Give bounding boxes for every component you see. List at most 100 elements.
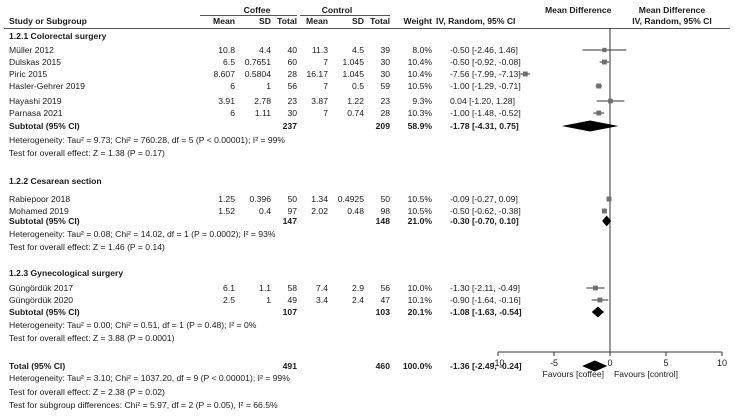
favours-control-label: Favours [control] [614, 369, 678, 379]
sd2: 4.5 [352, 45, 364, 55]
total1: 40 [287, 45, 297, 55]
mean2: 7 [323, 57, 328, 67]
point-estimate-square [596, 110, 602, 116]
sd1: 0.396 [249, 194, 271, 204]
x-axis-tick-label: 10 [717, 358, 727, 368]
study-name: Rabiepoor 2018 [9, 194, 71, 204]
weight: 10.5% [407, 194, 432, 204]
mean2: 1.34 [311, 194, 328, 204]
x-axis-tick-label: 5 [663, 358, 668, 368]
overall-effect-text: Test for overall effect: Z = 1.46 (P = 0… [9, 242, 165, 252]
weight: 9.3% [412, 96, 432, 106]
total2: 39 [380, 45, 390, 55]
total1: 23 [287, 96, 297, 106]
weight: 10.1% [407, 295, 432, 305]
study-name: Güngördük 2017 [9, 283, 74, 293]
ci-text: -1.00 [-1.29, -0.71] [450, 81, 521, 91]
study-name: Mohamed 2019 [9, 206, 69, 216]
sd1: 0.5804 [244, 69, 271, 79]
total2: 47 [380, 295, 390, 305]
mean1: 8.607 [213, 69, 235, 79]
total-weight: 100.0% [402, 361, 432, 371]
total1: 58 [287, 283, 297, 293]
sd2: 1.045 [342, 69, 364, 79]
study-name: Parnasa 2021 [9, 108, 63, 118]
total2: 30 [380, 57, 390, 67]
col-ci: IV, Random, 95% CI [436, 16, 516, 26]
sd1: 0.7651 [244, 57, 271, 67]
pooled-diamond [582, 360, 608, 372]
header-rule [4, 28, 730, 29]
subtotal-label: Subtotal (95% CI) [9, 216, 80, 226]
study-name: Dulskas 2015 [9, 57, 62, 67]
subtotal-weight: 21.0% [407, 216, 432, 226]
subtotal-total2: 103 [375, 307, 390, 317]
weight: 10.5% [407, 81, 432, 91]
mean2: 16.17 [306, 69, 328, 79]
sd1: 4.4 [259, 45, 271, 55]
point-estimate-square [602, 47, 607, 53]
sd1: 1 [266, 295, 271, 305]
total1: 50 [287, 194, 297, 204]
sd2: 0.5 [352, 81, 364, 91]
mean2: 11.3 [311, 45, 328, 55]
ci-text: -0.90 [-1.64, -0.16] [450, 295, 521, 305]
subtotal-label: Subtotal (95% CI) [9, 307, 80, 317]
point-estimate-square [601, 59, 607, 65]
subtotal-ci: -1.78 [-4.31, 0.75] [450, 121, 519, 131]
overall-effect-text: Test for overall effect: Z = 3.88 (P = 0… [9, 333, 175, 343]
mean1: 6 [230, 81, 235, 91]
col-weight: Weight [403, 16, 432, 26]
col-sd1: SD [259, 16, 271, 26]
total-ci: -1.36 [-2.49, -0.24] [450, 361, 522, 371]
total1: 56 [287, 81, 297, 91]
mean2: 3.87 [311, 96, 328, 106]
mean2: 2.02 [311, 206, 328, 216]
point-estimate-square [606, 196, 612, 202]
weight: 10.4% [407, 57, 432, 67]
mean1: 2.5 [223, 295, 235, 305]
total1: 60 [287, 57, 297, 67]
col-plot-ci: IV, Random, 95% CI [632, 16, 712, 26]
total-total1: 491 [282, 361, 297, 371]
sd1: 1.1 [259, 283, 271, 293]
heterogeneity-text: Heterogeneity: Tau² = 0.08; Chi² = 14.02… [9, 229, 276, 239]
mean1: 1.25 [218, 194, 235, 204]
x-axis-tick-label: 0 [607, 358, 612, 368]
coffee-header-rule [200, 15, 297, 16]
point-estimate-square [596, 83, 602, 89]
sd2: 1.045 [342, 57, 364, 67]
point-estimate-square [522, 71, 528, 77]
sd2: 2.4 [352, 295, 364, 305]
subtotal-ci: -0.30 [-0.70, 0.10] [450, 216, 519, 226]
study-name: Piric 2015 [9, 69, 48, 79]
subgroup-differences-text: Test for subgroup differences: Chi² = 5.… [9, 400, 278, 410]
sd2: 0.74 [347, 108, 364, 118]
subtotal-total1: 147 [282, 216, 297, 226]
col-total2: Total [370, 16, 390, 26]
subtotal-total1: 107 [282, 307, 297, 317]
mean1: 6 [230, 108, 235, 118]
weight: 10.4% [407, 69, 432, 79]
total-heterogeneity-text: Heterogeneity: Tau² = 3.10; Chi² = 1037.… [9, 373, 290, 383]
sd1: 1.11 [254, 108, 271, 118]
sd1: 2.78 [254, 96, 271, 106]
total-label: Total (95% CI) [9, 361, 66, 371]
x-axis-tick-label: -10 [491, 358, 504, 368]
weight: 10.0% [407, 283, 432, 293]
subtotal-label: Subtotal (95% CI) [9, 121, 80, 131]
weight: 10.5% [407, 206, 432, 216]
sd1: 0.4 [259, 206, 271, 216]
subtotal-weight: 20.1% [407, 307, 432, 317]
point-estimate-square [593, 285, 598, 291]
total2: 30 [380, 69, 390, 79]
mean2: 7 [323, 108, 328, 118]
subtotal-ci: -1.08 [-1.63, -0.54] [450, 307, 522, 317]
subtotal-weight: 58.9% [407, 121, 432, 131]
heterogeneity-text: Heterogeneity: Tau² = 0.00; Chi² = 0.51,… [9, 320, 257, 330]
col-sd2: SD [352, 16, 364, 26]
total2: 56 [380, 283, 390, 293]
mean2: 3.4 [316, 295, 328, 305]
ci-text: -0.50 [-0.62, -0.38] [450, 206, 521, 216]
